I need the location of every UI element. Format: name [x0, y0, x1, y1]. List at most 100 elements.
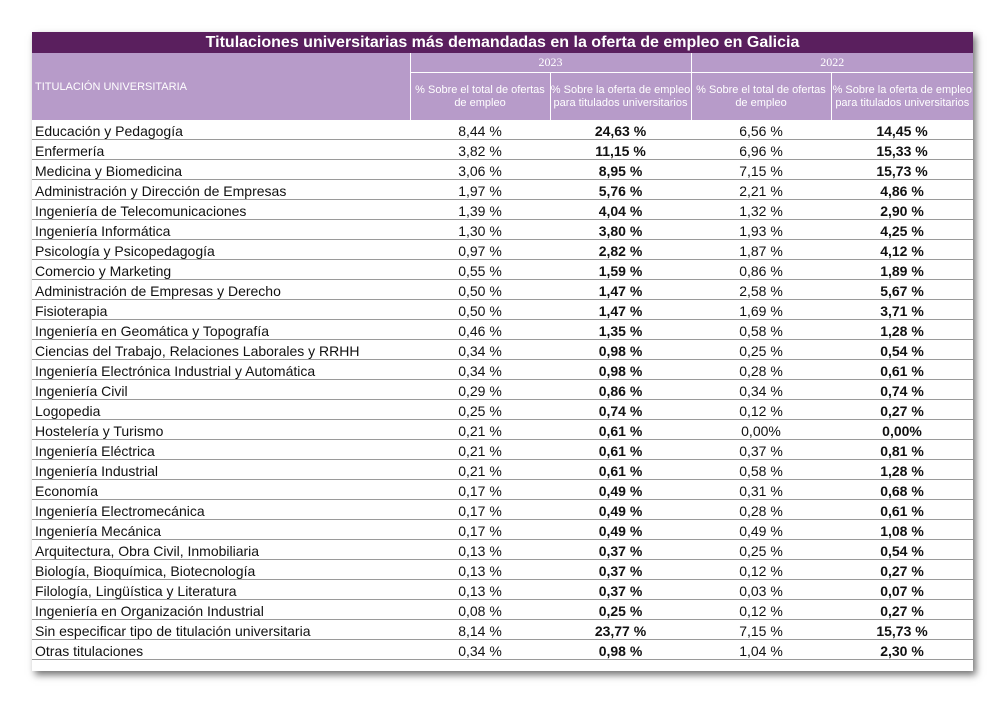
table-row: Ingeniería Industrial 0,21 % 0,61 % 0,58 % 1…: [32, 459, 974, 480]
row-total-2023-cell: 3,82 %: [410, 139, 550, 160]
row-total-2023-cell: 0,29 %: [410, 379, 550, 400]
row-name-cell: Ingeniería Electrónica Industrial y Auto…: [32, 359, 410, 380]
row-total-2023-cell: 0,17 %: [410, 519, 550, 540]
table-row: Economía 0,17 % 0,49 % 0,31 % 0,68 %: [32, 479, 974, 500]
row-total-2022-cell: 1,87 %: [691, 239, 831, 260]
row-titulados-2022-cell: 4,12 %: [831, 239, 974, 260]
row-name-cell: Ingeniería Civil: [32, 379, 410, 400]
row-total-2022-cell: 7,15 %: [691, 159, 831, 180]
row-titulados-2023-cell: 0,49 %: [550, 519, 691, 540]
row-titulados-2022-cell: 0,27 %: [831, 559, 974, 580]
row-titulados-2023-cell: 2,82 %: [550, 239, 691, 260]
row-titulados-2023-cell: 1,59 %: [550, 259, 691, 280]
row-total-2022-cell: 7,15 %: [691, 619, 831, 640]
row-total-2023-cell: 0,25 %: [410, 399, 550, 420]
row-total-2022-cell: 0,58 %: [691, 459, 831, 480]
row-name-cell: Comercio y Marketing: [32, 259, 410, 280]
row-total-2022-cell: 0,12 %: [691, 559, 831, 580]
row-titulados-2023-cell: 0,25 %: [550, 599, 691, 620]
row-titulados-2022-cell: 1,28 %: [831, 459, 974, 480]
row-titulados-2022-cell: 15,73 %: [831, 159, 974, 180]
row-titulados-2022-cell: 0,68 %: [831, 479, 974, 500]
row-titulados-2023-cell: 11,15 %: [550, 139, 691, 160]
row-name-cell: Ingeniería Electromecánica: [32, 499, 410, 520]
row-total-2023-cell: 0,21 %: [410, 419, 550, 440]
row-total-2022-cell: 6,96 %: [691, 139, 831, 160]
row-titulados-2022-cell: 0,00%: [831, 419, 974, 440]
table-row: Medicina y Biomedicina 3,06 % 8,95 % 7,15 %…: [32, 159, 974, 180]
table-frame: Titulaciones universitarias más demandad…: [32, 32, 974, 671]
row-total-2023-cell: 0,55 %: [410, 259, 550, 280]
row-total-2023-cell: 0,34 %: [410, 359, 550, 380]
row-name-cell: Ingeniería Informática: [32, 219, 410, 240]
table-row: Ingeniería en Geomática y Topografía 0,46…: [32, 319, 974, 340]
row-total-2022-cell: 0,86 %: [691, 259, 831, 280]
row-titulados-2023-cell: 0,61 %: [550, 439, 691, 460]
row-titulados-2023-cell: 23,77 %: [550, 619, 691, 640]
row-total-2022-cell: 1,69 %: [691, 299, 831, 320]
table-row: Ingeniería de Telecomunicaciones 1,39 % 4,…: [32, 199, 974, 220]
header-titulacion: TITULACIÓN UNIVERSITARIA: [32, 53, 410, 120]
table-row: Comercio y Marketing 0,55 % 1,59 % 0,86 % 1,…: [32, 259, 974, 280]
row-total-2022-cell: 0,49 %: [691, 519, 831, 540]
row-titulados-2023-cell: 0,74 %: [550, 399, 691, 420]
table-row: Sin especificar tipo de titulación unive…: [32, 619, 974, 640]
row-total-2022-cell: 1,93 %: [691, 219, 831, 240]
row-titulados-2022-cell: 4,25 %: [831, 219, 974, 240]
row-total-2022-cell: 0,31 %: [691, 479, 831, 500]
row-total-2022-cell: 1,32 %: [691, 199, 831, 220]
table-row: Ingeniería Civil 0,29 % 0,86 % 0,34 % 0,74 %: [32, 379, 974, 400]
row-titulados-2023-cell: 0,98 %: [550, 359, 691, 380]
table-row: Ingeniería en Organización Industrial 0,0…: [32, 599, 974, 620]
row-total-2022-cell: 0,12 %: [691, 599, 831, 620]
table-row: Psicología y Psicopedagogía 0,97 % 2,82 % 1…: [32, 239, 974, 260]
table-row: Filología, Lingüística y Literatura 0,13 …: [32, 579, 974, 600]
row-total-2023-cell: 0,34 %: [410, 639, 550, 660]
row-titulados-2023-cell: 0,37 %: [550, 579, 691, 600]
row-titulados-2023-cell: 24,63 %: [550, 120, 691, 140]
row-name-cell: Fisioterapia: [32, 299, 410, 320]
row-titulados-2022-cell: 0,27 %: [831, 399, 974, 420]
table-row: Otras titulaciones 0,34 % 0,98 % 1,04 % 2,30…: [32, 639, 974, 660]
header-total-2023: % Sobre el total de ofertas de empleo: [409, 72, 550, 120]
row-titulados-2023-cell: 0,37 %: [550, 559, 691, 580]
row-titulados-2022-cell: 14,45 %: [831, 120, 974, 140]
table-body: Educación y Pedagogía 8,44 % 24,63 % 6,56 %…: [32, 120, 974, 660]
row-name-cell: Ciencias del Trabajo, Relaciones Laboral…: [32, 339, 410, 360]
row-name-cell: Administración de Empresas y Derecho: [32, 279, 410, 300]
row-titulados-2022-cell: 2,90 %: [831, 199, 974, 220]
table-row: Ingeniería Informática 1,30 % 3,80 % 1,93 %…: [32, 219, 974, 240]
row-titulados-2022-cell: 3,71 %: [831, 299, 974, 320]
row-titulados-2023-cell: 1,47 %: [550, 299, 691, 320]
row-total-2022-cell: 0,28 %: [691, 359, 831, 380]
table-row: Ingeniería Mecánica 0,17 % 0,49 % 0,49 % 1,0…: [32, 519, 974, 540]
row-total-2022-cell: 0,34 %: [691, 379, 831, 400]
row-name-cell: Ingeniería en Geomática y Topografía: [32, 319, 410, 340]
row-total-2023-cell: 0,17 %: [410, 499, 550, 520]
row-name-cell: Ingeniería en Organización Industrial: [32, 599, 410, 620]
row-titulados-2022-cell: 1,89 %: [831, 259, 974, 280]
table-row: Ciencias del Trabajo, Relaciones Laboral…: [32, 339, 974, 360]
row-total-2023-cell: 0,97 %: [410, 239, 550, 260]
row-total-2023-cell: 1,30 %: [410, 219, 550, 240]
row-titulados-2022-cell: 5,67 %: [831, 279, 974, 300]
row-titulados-2022-cell: 4,86 %: [831, 179, 974, 200]
row-titulados-2023-cell: 5,76 %: [550, 179, 691, 200]
row-total-2023-cell: 0,13 %: [410, 579, 550, 600]
row-total-2023-cell: 1,39 %: [410, 199, 550, 220]
row-titulados-2023-cell: 0,61 %: [550, 459, 691, 480]
table-row: Biología, Bioquímica, Biotecnología 0,13 …: [32, 559, 974, 580]
row-titulados-2023-cell: 1,35 %: [550, 319, 691, 340]
row-total-2023-cell: 0,21 %: [410, 439, 550, 460]
row-total-2022-cell: 0,28 %: [691, 499, 831, 520]
header-total-2022: % Sobre el total de ofertas de empleo: [690, 72, 831, 120]
row-name-cell: Educación y Pedagogía: [32, 120, 410, 140]
row-name-cell: Biología, Bioquímica, Biotecnología: [32, 559, 410, 580]
row-titulados-2023-cell: 0,86 %: [550, 379, 691, 400]
row-titulados-2022-cell: 15,33 %: [831, 139, 974, 160]
row-name-cell: Logopedia: [32, 399, 410, 420]
row-titulados-2023-cell: 1,47 %: [550, 279, 691, 300]
row-total-2023-cell: 0,13 %: [410, 539, 550, 560]
table-row: Arquitectura, Obra Civil, Inmobiliaria 0,…: [32, 539, 974, 560]
row-name-cell: Arquitectura, Obra Civil, Inmobiliaria: [32, 539, 410, 560]
